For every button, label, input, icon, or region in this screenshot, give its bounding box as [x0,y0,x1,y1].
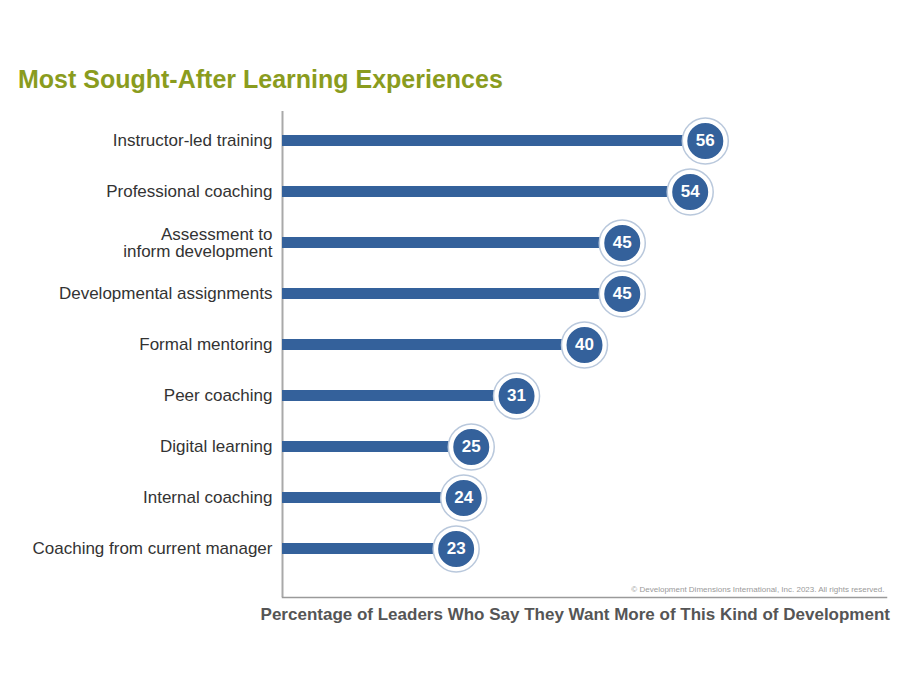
html-text:Percentage of Leaders Who Say: Percentage of Leaders Who Say They Want … [260,605,890,624]
svg-text:© Development Dimensions Inter: © Development Dimensions International, … [631,585,884,594]
svg-text:56: 56 [696,131,715,150]
svg-text:24: 24 [454,488,473,507]
svg-text:23: 23 [447,539,466,558]
svg-text:25: 25 [462,437,481,456]
svg-text:Formal mentoring: Formal mentoring [139,335,272,354]
html-text:Most Sought-After Learning Exp: Most Sought-After Learning Experiences [18,65,503,93]
svg-text:31: 31 [507,386,526,405]
svg-text:Internal coaching: Internal coaching [143,488,272,507]
svg-text:40: 40 [575,335,594,354]
svg-text:Assessment toinform developmen: Assessment toinform development [123,225,273,261]
svg-text:Digital learning: Digital learning [160,437,272,456]
svg-text:45: 45 [613,233,632,252]
svg-text:54: 54 [681,182,700,201]
svg-text:Instructor-led training: Instructor-led training [113,131,273,150]
svg-text:Professional coaching: Professional coaching [106,182,272,201]
svg-text:45: 45 [613,284,632,303]
svg-text:Peer coaching: Peer coaching [164,386,273,405]
svg-text:Developmental assignments: Developmental assignments [59,284,273,303]
svg-text:Coaching from current manager: Coaching from current manager [32,539,272,558]
